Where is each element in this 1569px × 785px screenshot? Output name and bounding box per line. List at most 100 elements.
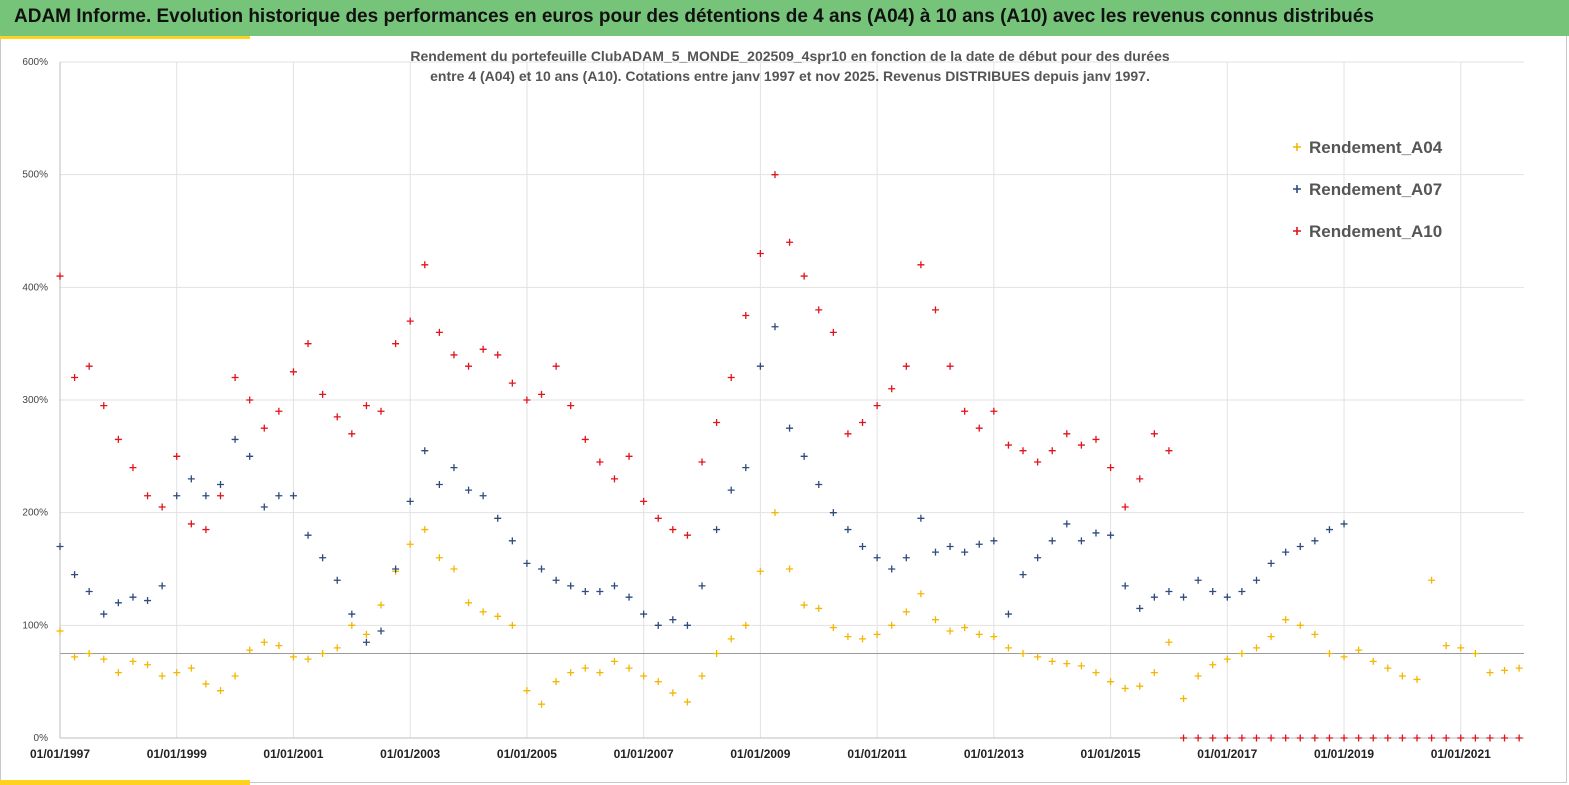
data-point	[144, 661, 152, 669]
data-point	[727, 373, 735, 381]
data-point	[1384, 664, 1392, 672]
data-point	[1340, 520, 1348, 528]
data-point	[771, 323, 779, 331]
data-point	[698, 672, 706, 680]
data-point	[1282, 616, 1290, 624]
data-point	[961, 407, 969, 415]
data-point	[946, 627, 954, 635]
data-point	[1092, 529, 1100, 537]
y-tick-label: 0%	[34, 733, 49, 744]
data-point	[260, 503, 268, 511]
data-point	[756, 362, 764, 370]
data-point	[479, 345, 487, 353]
data-point	[873, 554, 881, 562]
data-point	[888, 621, 896, 629]
data-point	[114, 669, 122, 677]
data-point	[917, 514, 925, 522]
data-point	[523, 687, 531, 695]
data-point	[610, 582, 618, 590]
data-point	[202, 526, 210, 534]
legend: Rendement_A04 Rendement_A07 Rendement_A10	[1293, 138, 1443, 241]
data-point	[1048, 537, 1056, 545]
data-point	[304, 531, 312, 539]
data-point	[1384, 734, 1392, 742]
data-point	[1048, 447, 1056, 455]
data-point	[1267, 633, 1275, 641]
data-point	[946, 542, 954, 550]
data-point	[1267, 559, 1275, 567]
data-point	[85, 588, 93, 596]
series-Rendement_A04	[56, 509, 1523, 708]
data-point	[610, 657, 618, 665]
data-point	[1180, 734, 1188, 742]
data-point	[1136, 604, 1144, 612]
legend-marker	[1293, 227, 1301, 235]
data-point	[1413, 675, 1421, 683]
data-point	[71, 653, 79, 661]
data-point	[1471, 650, 1479, 657]
data-point	[1428, 734, 1436, 742]
data-point	[975, 630, 983, 638]
data-point	[625, 664, 633, 672]
data-point	[1034, 653, 1042, 661]
data-point	[1238, 650, 1246, 657]
data-point	[654, 678, 662, 686]
data-point	[640, 497, 648, 505]
data-point	[100, 610, 108, 618]
data-point	[1004, 441, 1012, 449]
data-point	[1034, 458, 1042, 466]
data-point	[173, 452, 181, 460]
data-point	[742, 621, 750, 629]
accent-bar-top	[0, 36, 250, 39]
data-point	[1486, 734, 1494, 742]
data-point	[479, 492, 487, 500]
data-point	[917, 261, 925, 269]
x-tick-label: 01/01/2001	[263, 747, 323, 761]
data-point	[1340, 653, 1348, 661]
data-point	[1092, 669, 1100, 677]
y-tick-label: 200%	[22, 508, 48, 519]
x-tick-label: 01/01/1997	[30, 747, 90, 761]
data-point	[362, 402, 370, 410]
data-point	[1355, 734, 1363, 742]
data-point	[538, 700, 546, 708]
data-point	[217, 481, 225, 488]
data-point	[494, 351, 502, 359]
series-Rendement_A10	[56, 171, 1523, 742]
data-point	[1165, 588, 1173, 596]
data-point	[1194, 672, 1202, 680]
data-point	[275, 492, 283, 500]
x-tick-label: 01/01/2003	[380, 747, 440, 761]
data-point	[56, 542, 64, 550]
data-point	[129, 657, 137, 665]
data-point	[231, 435, 239, 443]
data-point	[581, 664, 589, 672]
data-point	[1442, 642, 1450, 650]
data-point	[713, 419, 721, 427]
data-point	[1077, 441, 1085, 449]
data-point	[1019, 447, 1027, 455]
data-point	[1077, 662, 1085, 670]
data-point	[392, 340, 400, 348]
data-points	[56, 171, 1523, 742]
x-tick-label: 01/01/2005	[497, 747, 557, 761]
data-point	[727, 635, 735, 643]
data-point	[1340, 734, 1348, 742]
data-point	[552, 362, 560, 370]
data-point	[1223, 655, 1231, 663]
data-point	[1107, 678, 1115, 686]
data-point	[669, 526, 677, 534]
data-point	[421, 261, 429, 269]
data-point	[596, 588, 604, 596]
data-point	[187, 664, 195, 672]
data-point	[508, 537, 516, 545]
data-point	[465, 599, 473, 607]
x-tick-label: 01/01/2019	[1314, 747, 1374, 761]
data-point	[406, 540, 414, 548]
data-point	[1194, 576, 1202, 584]
data-point	[1311, 734, 1319, 742]
data-point	[975, 424, 983, 432]
data-point	[435, 554, 443, 562]
data-point	[1077, 537, 1085, 545]
